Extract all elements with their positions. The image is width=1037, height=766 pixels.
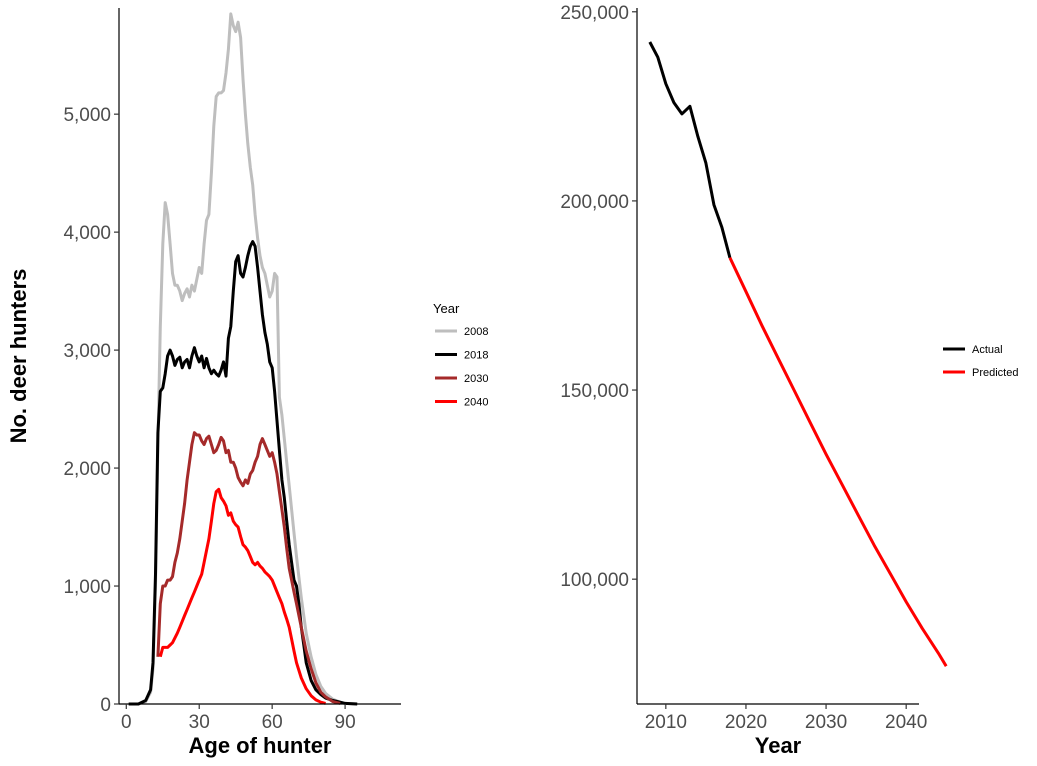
x-tick-label: 2010: [645, 712, 687, 733]
legend-label-actual: Actual: [972, 344, 1003, 356]
y-tick-label: 100,000: [560, 570, 629, 591]
x-tick-label: 2030: [805, 712, 847, 733]
x-axis-title: Year: [755, 733, 802, 758]
x-tick-label: 2040: [885, 712, 927, 733]
legend-label-2030: 2030: [464, 373, 488, 385]
y-tick-label: 5,000: [63, 105, 111, 126]
total-hunters-panel: 100,000 150,000 200,000 250,000 2010 2020 2030…: [560, 3, 1018, 758]
y-axis-title: No. deer hunters: [6, 269, 31, 444]
legend-title: Year: [433, 301, 460, 316]
y-tick-label: 2,000: [63, 459, 111, 480]
y-tick-label: 4,000: [63, 223, 111, 244]
series-line-actual: [648, 41, 732, 259]
x-tick-label: 90: [335, 712, 356, 733]
y-tick-label: 3,000: [63, 341, 111, 362]
legend-label-2040: 2040: [464, 397, 488, 409]
series-line-2008: [128, 12, 358, 706]
series-line-2040: [158, 487, 326, 705]
y-tick-label: 1,000: [63, 577, 111, 598]
x-tick-label: 2020: [725, 712, 767, 733]
legend-label-predicted: Predicted: [972, 367, 1018, 379]
legend: Actual Predicted: [943, 344, 1018, 379]
legend-label-2008: 2008: [464, 326, 488, 338]
y-tick-label: 200,000: [560, 192, 629, 213]
y-tick-label: 0: [100, 695, 111, 716]
x-tick-label: 60: [262, 712, 283, 733]
y-tick-label: 150,000: [560, 381, 629, 402]
series-line-2018: [128, 240, 358, 706]
series-line-2030: [156, 431, 341, 705]
series-line-predicted: [728, 257, 948, 667]
legend: Year 2008 2018 2030 2040: [433, 301, 488, 409]
legend-label-2018: 2018: [464, 350, 488, 362]
y-tick-label: 250,000: [560, 3, 629, 24]
x-axis-title: Age of hunter: [189, 733, 332, 758]
x-tick-label: 0: [121, 712, 132, 733]
x-tick-label: 30: [189, 712, 210, 733]
